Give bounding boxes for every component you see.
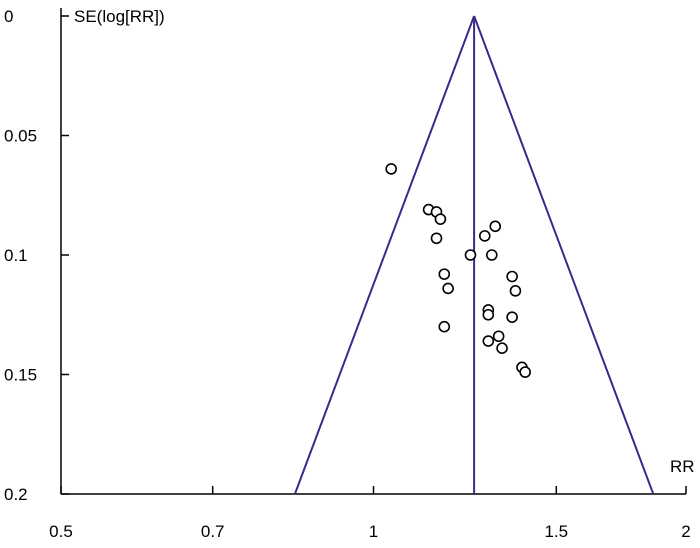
study-point: [485, 249, 498, 261]
study-point: [506, 311, 518, 323]
study-point: [496, 342, 508, 355]
y-tick-label: 0: [4, 7, 13, 26]
study-point: [492, 330, 505, 343]
study-point: [430, 232, 443, 245]
study-point: [385, 163, 397, 175]
study-point: [438, 320, 451, 333]
x-ticks: 0.5 0.7 1 1.5 2: [49, 486, 691, 541]
study-point: [509, 285, 522, 297]
y-tick-label: 0.05: [4, 127, 37, 146]
x-axis-label: RR: [670, 457, 695, 476]
study-point: [464, 249, 477, 261]
study-point: [438, 268, 451, 280]
axes: 0.5 0.7 1 1.5 2 00.050.10.150.2 SE(log[RR]) …: [4, 7, 695, 541]
y-tick-label: 0.15: [4, 366, 37, 385]
study-point: [489, 220, 502, 233]
y-tick-label: 0.1: [4, 246, 28, 265]
funnel-left-line: [293, 15, 476, 495]
study-points: [385, 163, 531, 378]
study-point: [442, 282, 454, 295]
study-point: [434, 213, 447, 225]
y-tick-label: 0.2: [4, 485, 28, 504]
study-point: [506, 270, 518, 283]
study-point: [519, 366, 531, 378]
study-point: [482, 308, 495, 321]
x-tick-label: 0.7: [201, 522, 225, 541]
study-point: [478, 230, 491, 242]
x-tick-label: 1.5: [544, 522, 568, 541]
x-tick-label: 1: [369, 522, 378, 541]
study-point: [482, 335, 495, 347]
funnel-right-line: [473, 15, 655, 495]
y-ticks: 0 0.05 0.1 0.15 0.2: [4, 7, 69, 504]
x-tick-label: 2: [681, 522, 690, 541]
x-tick-label: 0.5: [49, 522, 73, 541]
y-axis-label: SE(log[RR]): [74, 7, 165, 26]
